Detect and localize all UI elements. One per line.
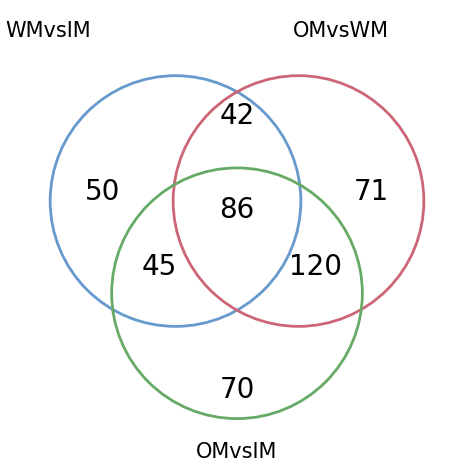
Text: OMvsIM: OMvsIM — [196, 442, 278, 462]
Text: 86: 86 — [219, 196, 255, 225]
Text: 42: 42 — [219, 102, 255, 130]
Text: WMvsIM: WMvsIM — [5, 21, 91, 41]
Text: OMvsWM: OMvsWM — [293, 21, 389, 41]
Text: 45: 45 — [141, 253, 177, 281]
Text: 70: 70 — [219, 376, 255, 404]
Text: 71: 71 — [354, 177, 390, 206]
Text: 120: 120 — [289, 253, 342, 281]
Text: 50: 50 — [84, 177, 120, 206]
